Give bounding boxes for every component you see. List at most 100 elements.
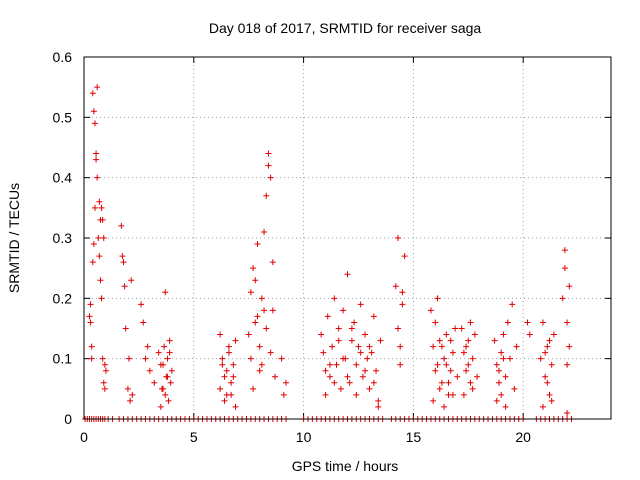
data-point <box>364 355 371 362</box>
data-point <box>232 337 239 344</box>
data-point <box>162 391 169 398</box>
data-point <box>366 385 373 392</box>
data-point <box>326 361 333 368</box>
data-point <box>280 391 287 398</box>
data-point <box>544 379 551 386</box>
data-point <box>351 319 358 326</box>
data-point <box>140 319 147 326</box>
data-point <box>542 373 549 380</box>
data-point <box>504 319 511 326</box>
data-point <box>324 313 331 320</box>
data-point <box>102 367 109 374</box>
data-point <box>256 367 263 374</box>
plot-frame <box>83 56 612 420</box>
data-point <box>100 235 107 241</box>
data-point <box>513 343 520 350</box>
data-point <box>322 367 329 374</box>
data-point <box>375 397 382 404</box>
x-tick-label: 15 <box>406 429 422 445</box>
data-point <box>355 343 362 350</box>
data-point <box>96 253 103 260</box>
data-point <box>368 349 375 356</box>
data-point <box>500 355 507 362</box>
data-point <box>449 349 456 356</box>
data-point <box>219 361 226 368</box>
data-point <box>436 385 443 392</box>
data-point <box>165 397 172 404</box>
data-point <box>167 379 174 386</box>
data-point <box>119 253 126 260</box>
data-point <box>98 204 105 211</box>
y-axis-label: SRMTID / TECUs <box>6 183 22 293</box>
y-tick-label: 0.1 <box>53 351 73 367</box>
data-point <box>506 355 513 362</box>
data-point <box>144 343 151 350</box>
data-point <box>395 325 402 332</box>
data-point <box>101 361 108 368</box>
y-tick-label: 0.5 <box>53 109 73 125</box>
data-point <box>524 319 531 326</box>
data-point <box>467 379 474 386</box>
data-point <box>346 379 353 386</box>
data-point <box>254 241 261 248</box>
data-point <box>247 355 254 362</box>
data-point <box>94 84 101 91</box>
data-point <box>474 373 481 380</box>
data-point <box>100 379 107 386</box>
data-point <box>370 379 377 386</box>
grid-lines <box>84 56 611 419</box>
data-point <box>166 337 173 344</box>
data-point <box>370 313 377 320</box>
data-point <box>344 271 351 278</box>
data-point <box>87 319 94 326</box>
y-tick-label: 0.2 <box>53 290 73 306</box>
data-point <box>217 385 224 392</box>
data-point <box>561 247 568 254</box>
data-point <box>146 367 153 374</box>
data-point <box>395 235 402 241</box>
data-point <box>566 283 573 290</box>
data-point <box>232 403 239 410</box>
data-point <box>263 192 270 199</box>
data-point <box>221 397 228 404</box>
y-tick-label: 0.4 <box>53 170 73 186</box>
data-point <box>340 307 347 314</box>
data-point <box>546 337 553 344</box>
data-point <box>96 198 103 205</box>
data-point <box>99 355 106 362</box>
data-point <box>399 301 406 308</box>
data-point <box>329 343 336 350</box>
data-point <box>493 397 500 404</box>
x-tick-label: 0 <box>80 429 88 445</box>
data-point <box>353 391 360 398</box>
data-point <box>86 313 93 320</box>
data-point <box>392 283 399 290</box>
data-point <box>463 343 470 350</box>
data-point <box>230 373 237 380</box>
data-point <box>250 385 257 392</box>
data-point <box>335 325 342 332</box>
data-point <box>452 325 459 332</box>
x-tick-label: 10 <box>296 429 312 445</box>
data-point <box>122 325 129 332</box>
data-point <box>548 397 555 404</box>
data-point <box>225 343 232 350</box>
data-point <box>97 277 104 284</box>
data-point <box>331 295 338 302</box>
data-point <box>101 385 108 392</box>
data-point <box>441 403 448 410</box>
data-point <box>493 361 500 368</box>
data-point <box>441 355 448 362</box>
data-point <box>230 361 237 368</box>
data-point <box>99 216 106 223</box>
data-point <box>465 337 472 344</box>
data-point <box>447 337 454 344</box>
data-point <box>261 228 268 235</box>
data-point <box>333 361 340 368</box>
data-point <box>544 343 551 350</box>
data-point <box>460 391 467 398</box>
data-point <box>265 150 272 157</box>
data-point <box>344 373 351 380</box>
y-tick-label: 0.6 <box>53 49 73 65</box>
data-point <box>348 337 355 344</box>
